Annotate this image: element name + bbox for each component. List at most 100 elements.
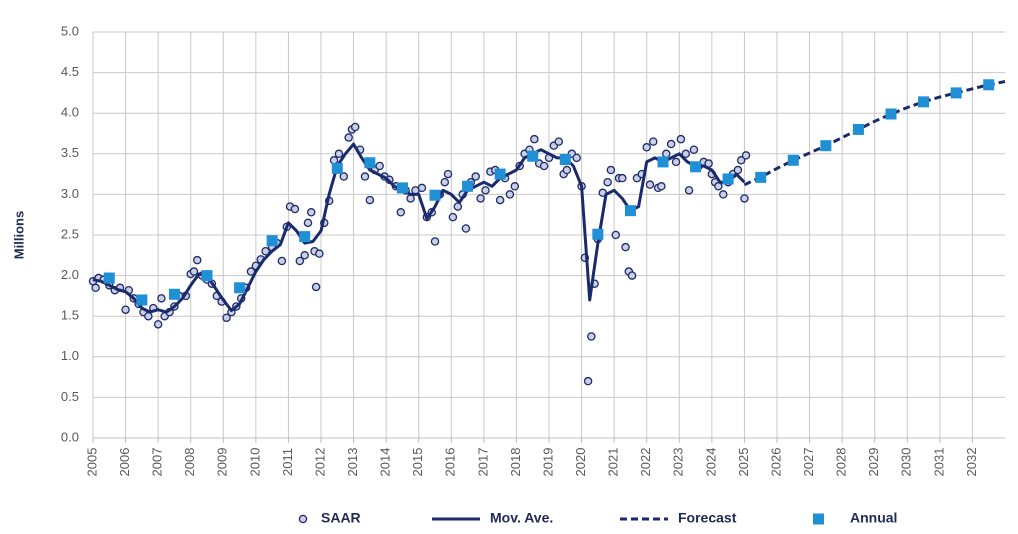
saar-point [676,134,686,144]
annual-point [234,282,246,294]
saar-point [311,282,321,292]
y-tick-label: 2.5 [61,226,79,241]
x-tick-label: 2005 [84,448,99,477]
x-tick-label: 2028 [834,448,849,477]
saar-point [587,332,596,341]
saar-point [430,237,440,246]
x-tick-label: 2029 [866,448,881,477]
x-tick-label: 2019 [540,448,555,477]
x-tick-label: 2014 [378,448,393,477]
annual-point [690,161,702,173]
y-tick-label: 0.0 [61,429,79,444]
saar-point [618,173,627,183]
annual-point [983,79,995,91]
annual-point [331,162,343,174]
x-tick-label: 2012 [312,448,327,477]
saar-point [662,149,671,159]
x-tick-label: 2010 [247,448,262,477]
y-tick-label: 2.0 [61,267,79,282]
saar-point [530,134,539,144]
x-tick-label: 2009 [215,448,230,477]
x-tick-label: 2013 [345,448,360,477]
annual-point [136,294,148,306]
annual-point [168,288,180,300]
saar-point [329,156,339,165]
y-tick-label: 1.0 [61,348,79,363]
legend-label: Mov. Ave. [490,510,553,526]
annual-point [299,231,311,243]
saar-point [689,145,699,154]
x-tick-label: 2016 [443,448,458,477]
saar-point [657,182,666,191]
saar-point [153,320,163,329]
annual-point [462,180,474,192]
saar-point [476,194,485,203]
annual-point [755,171,767,183]
saar-point [295,256,305,266]
x-tick-label: 2032 [964,448,979,477]
y-axis-title: Millions [11,211,26,259]
x-tick-label: 2018 [508,448,523,477]
saar-point [741,151,751,160]
x-tick-label: 2030 [899,448,914,477]
annual-point [364,157,376,169]
saar-point [350,122,360,132]
annual-point [527,150,539,162]
saar-point [303,218,313,228]
annual-point [885,108,897,120]
annual-point [722,173,734,185]
legend-swatch [298,514,308,524]
saar-point [627,271,637,280]
annual-point [103,272,115,284]
legend-swatch [813,513,824,525]
annual-point [918,96,930,108]
saar-point [736,156,746,165]
saar-point [671,157,681,167]
x-tick-label: 2024 [703,448,718,477]
saar-point [365,195,375,205]
annual-point [950,87,962,99]
x-tick-label: 2007 [150,448,165,477]
annual-point [820,140,832,152]
y-tick-label: 0.5 [61,389,79,404]
saar-point [144,311,153,321]
saar-point [290,204,300,214]
x-tick-label: 2023 [671,448,686,477]
saar-point [684,186,694,195]
saar-point [645,180,655,189]
saar-point [315,249,324,258]
y-tick-label: 3.0 [61,186,79,201]
saar-point [344,133,353,142]
annual-point [201,270,213,282]
x-tick-label: 2017 [475,448,490,477]
x-tick-label: 2015 [410,448,425,477]
saar-point [510,182,520,191]
annual-point [592,228,604,240]
annual-point [494,168,506,180]
annual-point [559,153,571,165]
saar-point [157,294,166,303]
saar-point [740,194,749,203]
annual-point [396,182,408,194]
saar-point [222,313,231,323]
saar-point [448,212,458,222]
y-tick-label: 4.0 [61,105,79,120]
saar-point [606,165,616,175]
x-tick-label: 2021 [606,448,621,477]
saar-point [572,153,581,163]
saar-point [481,186,490,195]
saar-point [339,172,349,181]
legend-label: Forecast [678,510,737,526]
saar-point [642,143,651,152]
saar-point [375,161,384,171]
annual-point [624,205,636,217]
saar-point [562,165,572,175]
saar-point [471,172,480,181]
annual-point [429,189,441,201]
annual-point [787,154,799,166]
saar-point [714,182,723,191]
annual-point [852,123,864,135]
saar-point [443,169,453,179]
saar-point [360,172,370,181]
